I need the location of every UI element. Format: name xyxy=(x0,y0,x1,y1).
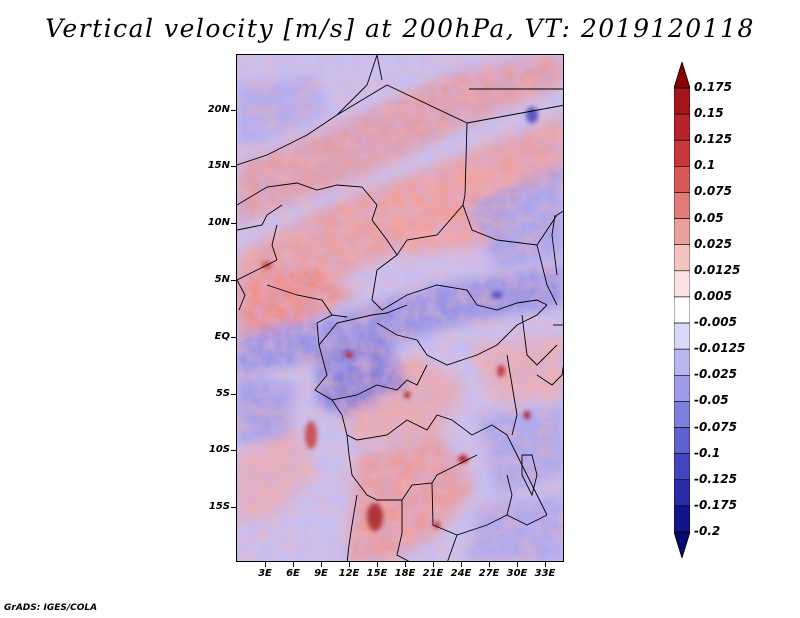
lat-label: 15N xyxy=(207,160,230,171)
velocity-field xyxy=(237,55,563,561)
colorbar-label: 0.075 xyxy=(694,184,732,199)
lat-label: 5S xyxy=(215,388,230,399)
lat-tick xyxy=(231,450,236,451)
colorbar-segment xyxy=(674,401,690,428)
country-borders xyxy=(237,55,563,561)
lon-label: 24E xyxy=(450,568,472,579)
lon-label: 21E xyxy=(422,568,444,579)
colorbar-label: 0.025 xyxy=(694,236,732,251)
colorbar-label: 0.005 xyxy=(694,288,732,303)
lat-label: EQ xyxy=(214,331,230,342)
colorbar-label: 0.125 xyxy=(694,132,732,147)
colorbar-segment xyxy=(674,374,690,402)
colorbar-segment xyxy=(674,87,690,115)
lon-tick xyxy=(461,562,462,567)
map-plot-area xyxy=(236,54,564,562)
colorbar-label: 0.175 xyxy=(694,80,732,94)
footer-credit: GrADS: IGES/COLA xyxy=(4,603,98,613)
colorbar-label: -0.075 xyxy=(694,419,737,434)
colorbar-segment xyxy=(674,166,690,193)
colorbar-label: 0.0125 xyxy=(694,262,741,277)
lon-tick xyxy=(405,562,406,567)
colorbar-label: -0.175 xyxy=(694,497,737,512)
colorbar-segment xyxy=(674,453,690,481)
lat-tick xyxy=(231,337,236,338)
colorbar-segment xyxy=(674,427,690,454)
colorbar-segment xyxy=(674,139,690,167)
lat-label: 5N xyxy=(214,274,230,285)
colorbar-label: -0.1 xyxy=(694,445,721,460)
colorbar xyxy=(674,62,690,558)
colorbar-segments xyxy=(674,87,690,533)
lon-tick xyxy=(293,562,294,567)
colorbar-segment xyxy=(674,296,690,324)
lon-label: 9E xyxy=(314,568,328,579)
lat-tick xyxy=(231,280,236,281)
lon-label: 6E xyxy=(286,568,300,579)
colorbar-segment xyxy=(674,270,690,298)
colorbar-label: -0.05 xyxy=(694,393,729,408)
colorbar-label: -0.025 xyxy=(694,367,737,382)
colorbar-label: -0.2 xyxy=(694,524,721,538)
lat-label: 15S xyxy=(208,501,230,512)
lat-tick xyxy=(231,223,236,224)
lat-tick xyxy=(231,110,236,111)
lon-tick xyxy=(489,562,490,567)
lon-label: 18E xyxy=(394,568,416,579)
lon-tick xyxy=(517,562,518,567)
colorbar-top-arrow xyxy=(674,62,690,89)
lon-label: 33E xyxy=(534,568,556,579)
colorbar-label: -0.005 xyxy=(694,315,737,330)
lon-tick xyxy=(433,562,434,567)
lon-label: 12E xyxy=(338,568,360,579)
colorbar-segment xyxy=(674,479,690,507)
lon-tick xyxy=(265,562,266,567)
lon-tick xyxy=(377,562,378,567)
lat-tick xyxy=(231,166,236,167)
lon-tick xyxy=(349,562,350,567)
colorbar-label: 0.1 xyxy=(694,158,716,173)
lon-label: 27E xyxy=(478,568,500,579)
chart-title: Vertical velocity [m/s] at 200hPa, VT: 2… xyxy=(45,14,755,43)
colorbar-segment xyxy=(674,113,690,141)
lon-label: 3E xyxy=(258,568,272,579)
lat-label: 10N xyxy=(207,217,230,228)
lon-label: 15E xyxy=(366,568,388,579)
lat-tick xyxy=(231,507,236,508)
lat-tick xyxy=(231,394,236,395)
colorbar-segment xyxy=(674,218,690,246)
colorbar-segment xyxy=(674,192,690,219)
colorbar-bottom-arrow xyxy=(674,531,690,558)
lat-label: 10S xyxy=(208,444,230,455)
colorbar-segment xyxy=(674,322,690,350)
colorbar-label: 0.15 xyxy=(694,106,724,121)
colorbar-label: -0.125 xyxy=(694,471,737,486)
colorbar-segment xyxy=(674,244,690,272)
colorbar-label: -0.0125 xyxy=(694,341,746,356)
lon-label: 30E xyxy=(506,568,528,579)
lon-tick xyxy=(545,562,546,567)
lon-tick xyxy=(321,562,322,567)
colorbar-label: 0.05 xyxy=(694,210,724,225)
colorbar-segment xyxy=(674,348,690,376)
colorbar-segment xyxy=(674,505,690,533)
lat-label: 20N xyxy=(207,104,230,115)
